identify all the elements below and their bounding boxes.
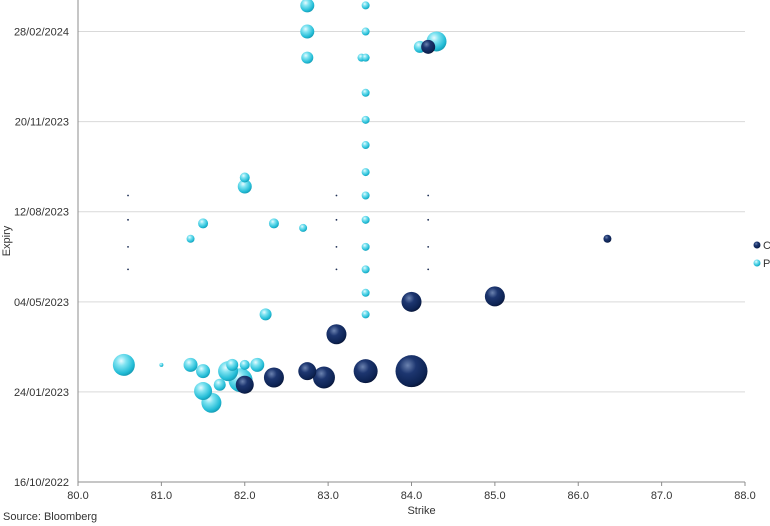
bubble-c [395, 355, 428, 388]
bubble-c [421, 39, 436, 54]
x-tick-label: 81.0 [151, 490, 172, 502]
bubble-c [235, 375, 254, 394]
bubble-p [361, 53, 370, 62]
minor-marker [427, 245, 430, 248]
bubble-p [361, 288, 370, 297]
minor-marker [127, 218, 129, 221]
bubble-c [298, 362, 317, 381]
bubble-c [326, 324, 347, 345]
bubble-p [361, 242, 370, 251]
bubble-p [194, 382, 213, 401]
y-tick-label: 12/08/2023 [14, 207, 69, 219]
bubble-p [186, 234, 195, 243]
gridlines [78, 31, 745, 393]
bubble-p [239, 359, 250, 370]
x-tick-label: 86.0 [568, 490, 589, 502]
bubble-p [300, 24, 315, 39]
minor-marker [335, 268, 338, 271]
bubble-p [361, 88, 370, 97]
bubble-c [312, 366, 335, 389]
bubble-p [361, 265, 370, 274]
legend-marker-c [753, 241, 761, 249]
minor-marker [427, 268, 430, 271]
bubble-p [361, 1, 370, 10]
minor-marker [335, 194, 338, 197]
bubble-p [361, 168, 370, 177]
legend: CP [753, 240, 770, 270]
x-tick-label: 83.0 [317, 490, 338, 502]
bubble-p [213, 378, 226, 391]
bubble-p [198, 218, 209, 229]
bubble-p [361, 115, 370, 124]
bubble-p [299, 223, 308, 232]
bubbles [112, 0, 612, 413]
legend-label-c: C [763, 240, 770, 252]
bubble-p [361, 141, 370, 150]
bubble-p [112, 353, 135, 376]
bubble-p [268, 218, 279, 229]
y-tick-label: 24/01/2023 [14, 387, 69, 399]
minor-marker [427, 218, 430, 221]
x-tick-label: 87.0 [651, 490, 672, 502]
bubble-p [361, 215, 370, 224]
x-tick-label: 84.0 [401, 490, 422, 502]
minor-marker [127, 245, 129, 248]
x-tick-label: 82.0 [234, 490, 255, 502]
minor-marker [127, 268, 129, 271]
y-tick-label: 16/10/2022 [14, 477, 69, 489]
bubble-p [300, 0, 315, 13]
bubble-p [301, 51, 314, 64]
bubble-c [484, 286, 505, 307]
y-tick-label: 28/02/2024 [14, 27, 69, 39]
bubble-c [603, 234, 612, 243]
minor-marker [335, 245, 338, 248]
bubble-c [263, 367, 284, 388]
y-tick-label: 20/11/2023 [15, 117, 69, 129]
bubble-p [361, 27, 370, 36]
legend-marker-p [753, 259, 761, 267]
bubble-p [250, 357, 265, 372]
legend-label-p: P [763, 258, 770, 270]
source-note: Source: Bloomberg [3, 511, 98, 523]
x-tick-label: 85.0 [484, 490, 505, 502]
bubble-c [401, 291, 422, 312]
bubble-p [196, 364, 211, 379]
x-axis-title: Strike [407, 505, 435, 517]
x-tick-label: 80.0 [67, 490, 88, 502]
minor-markers [127, 194, 430, 271]
bubble-c [353, 359, 378, 384]
minor-marker [127, 194, 129, 197]
minor-marker [427, 194, 430, 197]
bubble-p [239, 172, 250, 183]
axes: 16/10/2022 24/01/2023 04/05/2023 12/08/2023… [14, 0, 756, 502]
bubble-p [361, 310, 370, 319]
y-axis-title: Expiry [1, 225, 13, 256]
x-tick-label: 88.0 [734, 490, 755, 502]
bubble-p [237, 179, 252, 194]
bubble-p [183, 357, 198, 372]
bubble-p [226, 358, 239, 371]
bubble-p [259, 308, 272, 321]
bubble-p [361, 191, 370, 200]
minor-marker [335, 218, 338, 221]
y-tick-label: 04/05/2023 [14, 297, 69, 309]
bubble-p [159, 362, 164, 367]
